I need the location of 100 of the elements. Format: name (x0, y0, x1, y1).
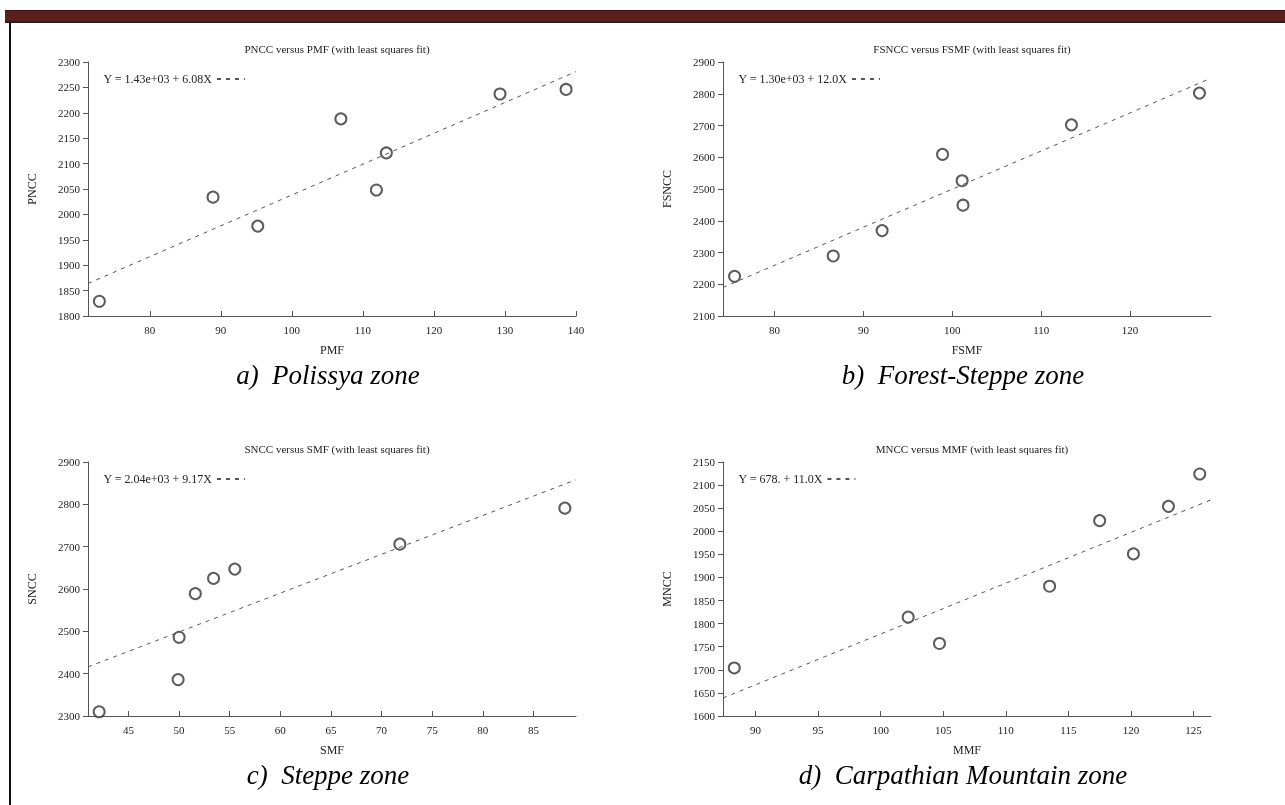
y-tick-label: 2150 (693, 456, 716, 468)
y-tick-label: 2050 (693, 502, 716, 515)
legend-label: Y = 678. + 11.0X (738, 472, 823, 486)
point (826, 249, 840, 263)
x-tick-label: 90 (215, 323, 227, 336)
x-tick-label: 115 (1060, 723, 1077, 736)
point (92, 294, 106, 308)
chart-title: SNCC versus SMF (with least squares fit) (244, 442, 430, 456)
y-tick-label: 1900 (693, 571, 716, 584)
y-axis-title: FSNCC (660, 169, 674, 209)
y-tick-label: 1950 (693, 548, 716, 561)
x-axis-title: PMF (319, 343, 345, 357)
point (334, 112, 348, 126)
y-tick-label: 2900 (693, 56, 716, 68)
point (728, 269, 742, 283)
point (901, 610, 915, 624)
point (1161, 499, 1175, 513)
x-tick-label: 130 (496, 323, 514, 336)
x-tick-label: 80 (769, 323, 781, 336)
y-tick-label: 2300 (58, 710, 81, 722)
point (493, 87, 507, 101)
y-tick-label: 1900 (58, 259, 81, 272)
x-tick-label: 85 (527, 723, 540, 736)
x-tick-label: 120 (1121, 323, 1139, 336)
point (207, 571, 221, 585)
y-tick-label: 2100 (693, 310, 716, 322)
point (1043, 579, 1057, 593)
y-tick-label: 2300 (693, 246, 716, 259)
x-tick-label: 140 (567, 323, 585, 336)
x-tick-label: 50 (173, 723, 186, 736)
point (875, 224, 889, 238)
text: b) Forest-Steppe zone (840, 360, 1086, 391)
y-tick-label: 2000 (693, 525, 716, 538)
y-tick-label: 2800 (58, 498, 81, 511)
y-tick-label: 1700 (693, 663, 716, 676)
y-tick-label: 2000 (58, 208, 81, 221)
chart-title: MNCC versus MMF (with least squares fit) (875, 442, 1069, 456)
y-tick-label: 2700 (693, 119, 716, 132)
x-tick-label: 45 (123, 723, 135, 736)
x-tick-label: 55 (224, 723, 236, 736)
text: a) Polissya zone (235, 360, 421, 391)
point (369, 183, 383, 197)
x-tick-label: 100 (872, 723, 890, 736)
y-axis-title: SNCC (25, 573, 39, 605)
x-tick-label: 110 (1033, 323, 1050, 336)
y-tick-label: 1750 (693, 640, 716, 653)
x-tick-label: 90 (857, 323, 870, 336)
y-tick-label: 2400 (693, 214, 716, 227)
y-tick-label: 2800 (693, 87, 716, 100)
y-tick-label: 2600 (693, 151, 716, 164)
y-tick-label: 2100 (693, 479, 716, 492)
x-tick-label: 80 (144, 323, 156, 336)
point (92, 705, 106, 719)
point (559, 82, 573, 96)
point (172, 630, 186, 644)
point (251, 219, 265, 233)
y-tick-label: 2150 (58, 132, 81, 145)
x-tick-label: 80 (477, 723, 489, 736)
y-tick-label: 1650 (693, 686, 716, 699)
x-tick-label: 120 (1122, 723, 1140, 736)
point (1192, 86, 1206, 100)
point (228, 562, 242, 576)
text: c) Steppe zone (245, 760, 411, 791)
text: d) Carpathian Mountain zone (797, 760, 1129, 791)
y-tick-label: 1950 (58, 233, 81, 246)
point (558, 501, 572, 515)
y-tick-label: 2050 (58, 183, 81, 195)
chart-title: PNCC versus PMF (with least squares fit) (244, 42, 430, 56)
y-tick-label: 2300 (58, 56, 81, 68)
y-tick-label: 1800 (58, 310, 81, 322)
y-tick-label: 2900 (58, 456, 81, 468)
y-tick-label: 2600 (58, 583, 81, 595)
y-tick-label: 1850 (693, 594, 716, 607)
point (171, 673, 185, 687)
x-axis-title: SMF (319, 743, 345, 757)
y-tick-label: 2700 (58, 540, 81, 553)
point (393, 537, 407, 551)
y-axis-title: MNCC (660, 571, 674, 607)
y-tick-label: 2100 (58, 157, 81, 170)
point (379, 146, 393, 160)
x-tick-label: 65 (325, 723, 337, 736)
point (955, 174, 969, 188)
y-tick-label: 1600 (693, 710, 716, 722)
y-tick-label: 1850 (58, 284, 81, 297)
y-tick-label: 2200 (693, 278, 716, 291)
point (1064, 118, 1078, 132)
point (956, 198, 970, 212)
y-tick-label: 2500 (58, 625, 81, 638)
legend-label: Y = 2.04e+03 + 9.17X (103, 472, 213, 486)
x-tick-label: 90 (750, 723, 762, 736)
point (188, 587, 202, 601)
y-tick-label: 2250 (58, 81, 81, 94)
x-tick-label: 100 (944, 323, 962, 336)
point (1126, 547, 1140, 561)
x-tick-label: 100 (283, 323, 301, 336)
y-tick-label: 2500 (693, 183, 716, 195)
point (1093, 514, 1107, 528)
point (932, 637, 946, 650)
legend-label: Y = 1.30e+03 + 12.0X (738, 72, 848, 86)
y-tick-label: 2400 (58, 667, 81, 680)
